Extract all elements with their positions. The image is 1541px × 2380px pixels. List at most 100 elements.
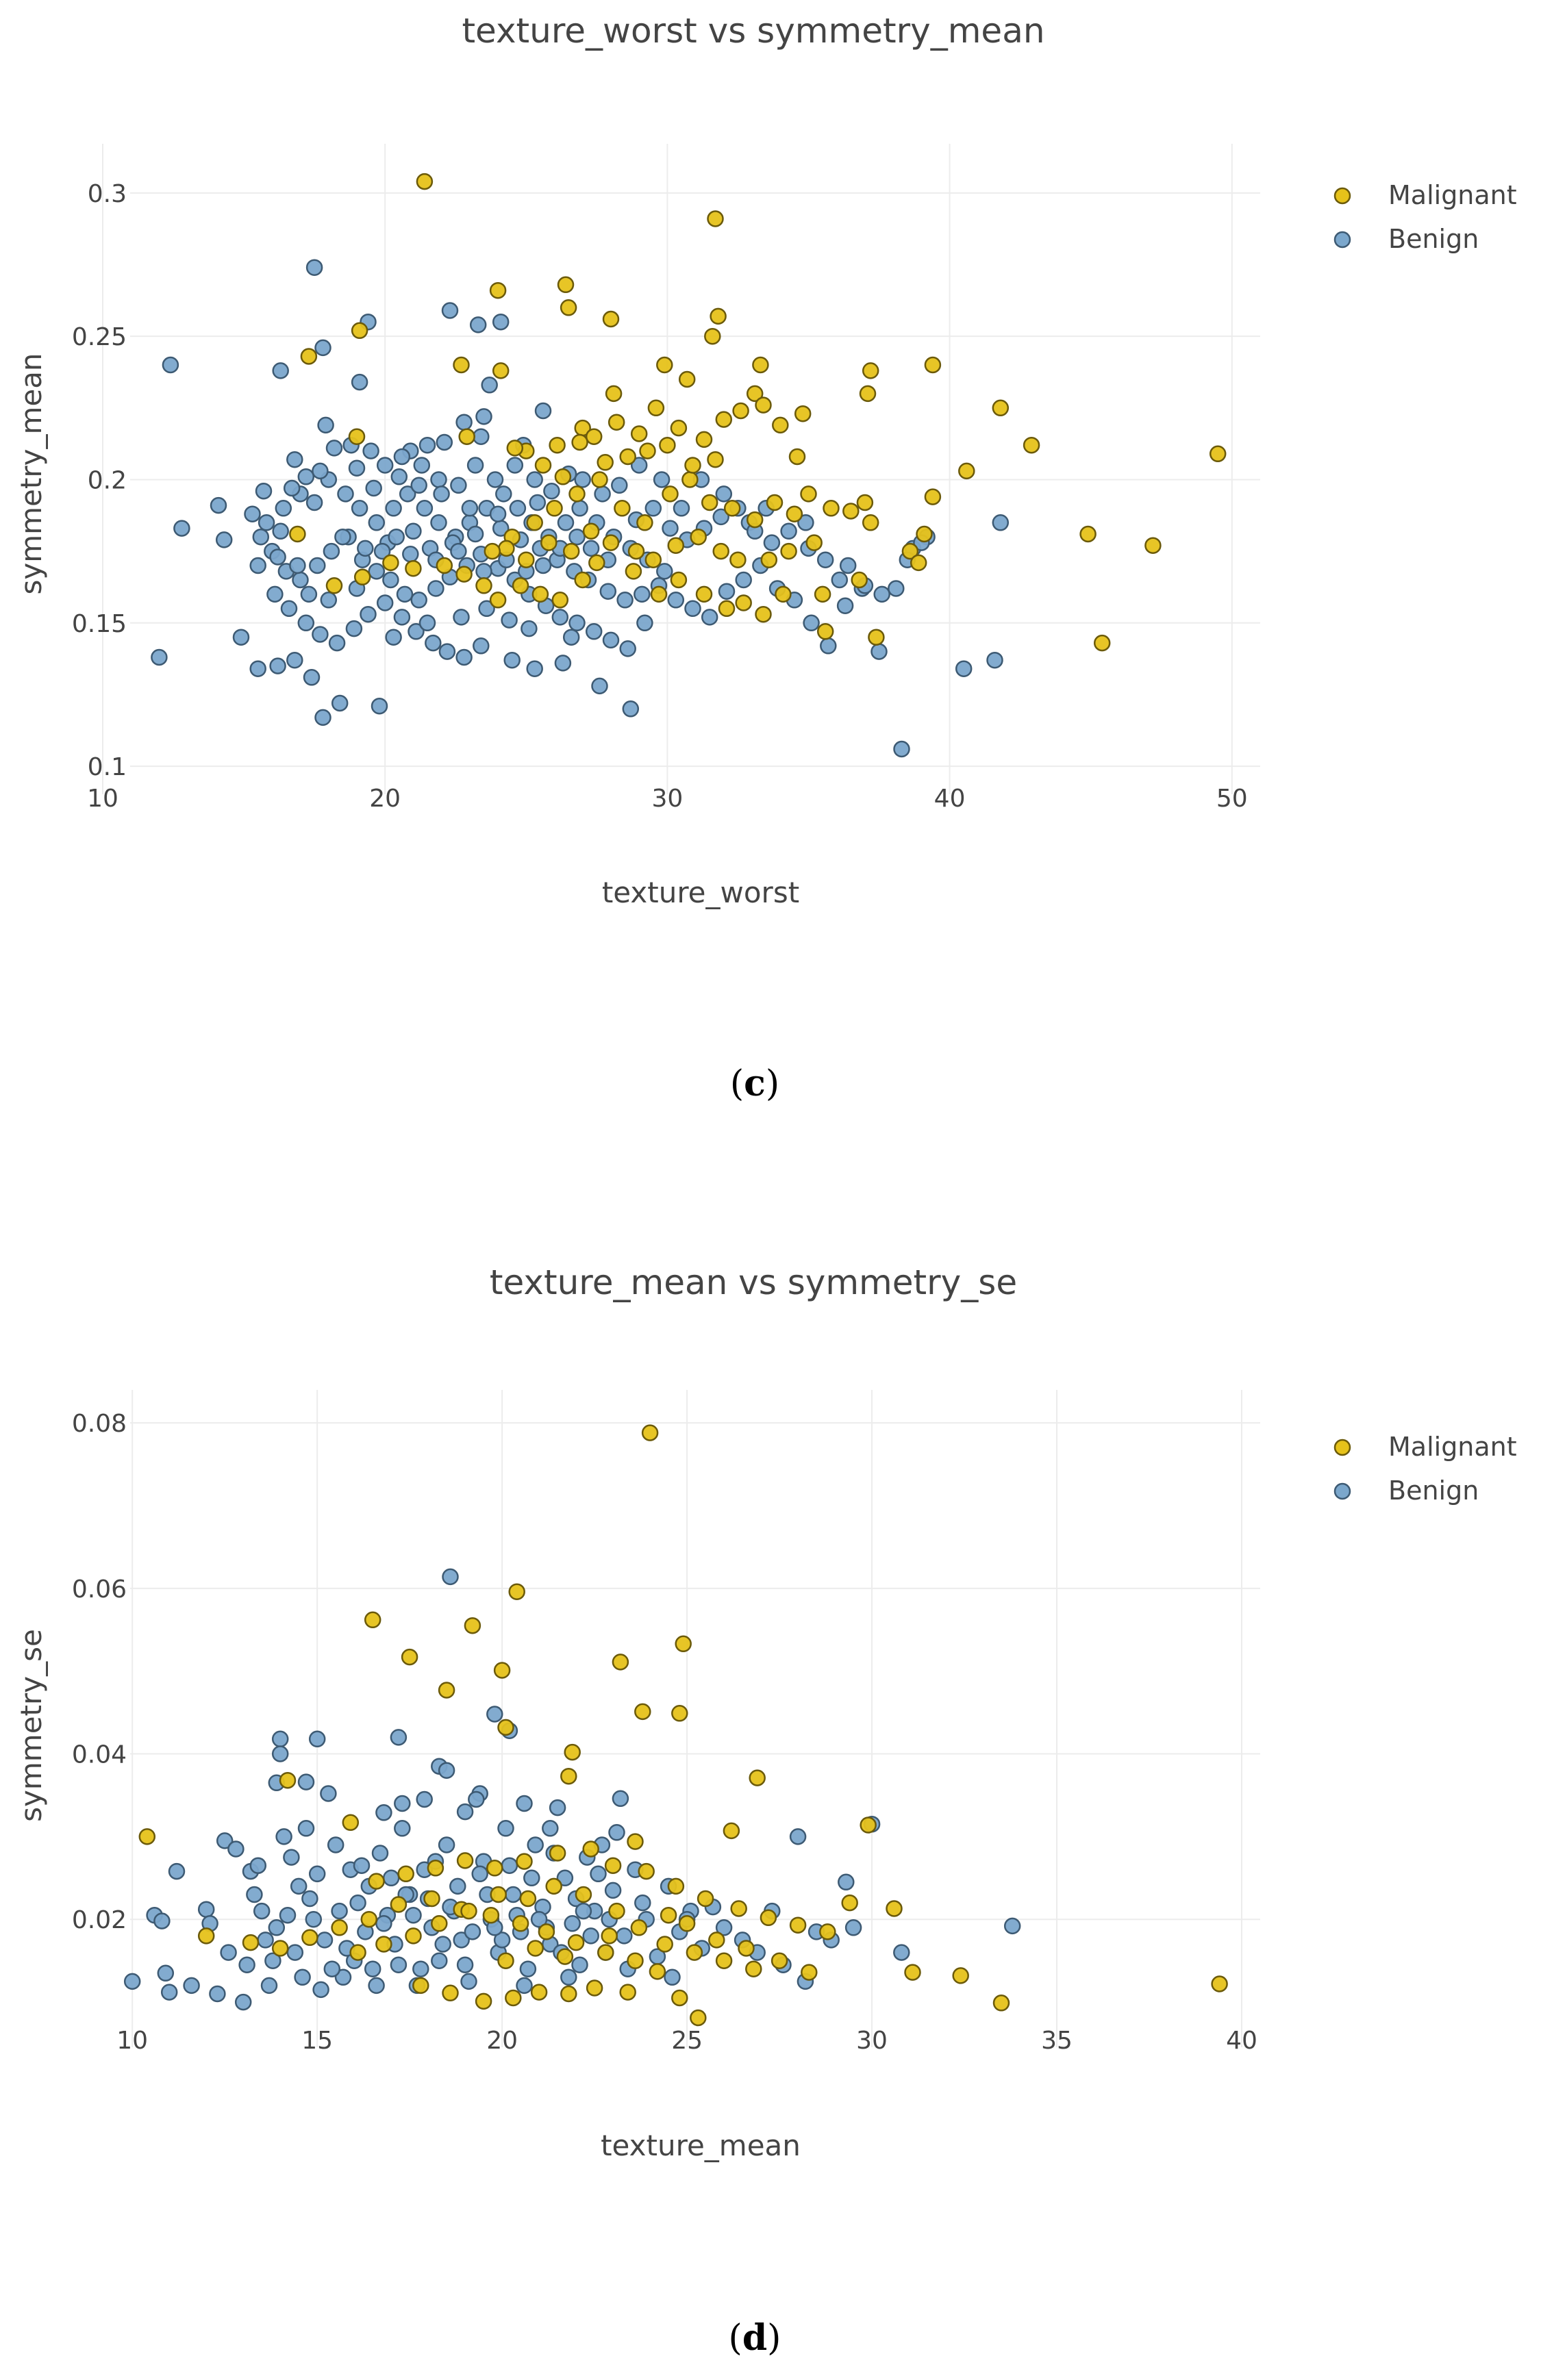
scatter-point-benign[interactable] — [418, 614, 436, 632]
scatter-point-benign[interactable] — [289, 557, 306, 574]
scatter-point-benign[interactable] — [493, 1932, 511, 1949]
scatter-point-benign[interactable] — [461, 500, 479, 517]
scatter-point-malignant[interactable] — [916, 525, 933, 543]
scatter-point-malignant[interactable] — [788, 448, 806, 466]
scatter-point-benign[interactable] — [481, 377, 498, 394]
scatter-point-benign[interactable] — [433, 485, 450, 503]
scatter-point-benign[interactable] — [320, 592, 338, 609]
scatter-point-malignant[interactable] — [823, 500, 840, 517]
scatter-point-malignant[interactable] — [608, 1902, 625, 1920]
scatter-point-malignant[interactable] — [534, 457, 552, 474]
scatter-point-malignant[interactable] — [519, 1890, 537, 1908]
scatter-point-benign[interactable] — [345, 620, 363, 637]
scatter-point-malignant[interactable] — [662, 485, 679, 503]
scatter-point-malignant[interactable] — [423, 1890, 440, 1908]
scatter-point-malignant[interactable] — [667, 537, 685, 554]
chart-c-legend[interactable]: Malignant Benign — [1333, 180, 1517, 254]
scatter-point-malignant[interactable] — [841, 1894, 858, 1912]
scatter-point-malignant[interactable] — [639, 442, 656, 459]
scatter-point-benign[interactable] — [269, 657, 286, 674]
scatter-point-benign[interactable] — [571, 500, 588, 517]
scatter-point-benign[interactable] — [157, 1964, 175, 1982]
scatter-point-malignant[interactable] — [755, 605, 772, 623]
scatter-point-malignant[interactable] — [697, 1890, 714, 1908]
scatter-point-benign[interactable] — [634, 1894, 651, 1912]
scatter-point-benign[interactable] — [249, 557, 266, 574]
scatter-point-malignant[interactable] — [619, 1984, 636, 2001]
scatter-point-benign[interactable] — [357, 540, 374, 557]
scatter-point-benign[interactable] — [495, 485, 512, 503]
scatter-point-benign[interactable] — [371, 697, 388, 715]
scatter-point-malignant[interactable] — [718, 600, 736, 618]
scatter-point-benign[interactable] — [314, 339, 331, 357]
scatter-point-benign[interactable] — [466, 457, 484, 474]
scatter-point-benign[interactable] — [549, 1799, 566, 1816]
scatter-point-malignant[interactable] — [560, 1767, 577, 1785]
scatter-point-benign[interactable] — [394, 1795, 411, 1812]
scatter-point-benign[interactable] — [249, 660, 266, 677]
scatter-point-benign[interactable] — [955, 660, 973, 677]
scatter-point-malignant[interactable] — [597, 454, 614, 471]
scatter-point-benign[interactable] — [542, 1820, 559, 1837]
scatter-point-malignant[interactable] — [701, 494, 718, 511]
scatter-point-benign[interactable] — [478, 600, 495, 618]
scatter-point-benign[interactable] — [575, 1902, 592, 1920]
scatter-point-benign[interactable] — [715, 485, 733, 503]
scatter-point-malignant[interactable] — [574, 571, 591, 589]
scatter-point-malignant[interactable] — [660, 1906, 677, 1924]
scatter-point-benign[interactable] — [442, 1568, 459, 1586]
scatter-point-malignant[interactable] — [530, 1984, 548, 2001]
scatter-point-malignant[interactable] — [508, 1583, 525, 1600]
legend-item-malignant[interactable]: Malignant — [1333, 180, 1517, 210]
scatter-point-benign[interactable] — [412, 1960, 429, 1977]
scatter-point-malignant[interactable] — [431, 1915, 448, 1932]
scatter-point-benign[interactable] — [473, 428, 490, 445]
scatter-point-malignant[interactable] — [427, 1860, 444, 1877]
scatter-point-benign[interactable] — [986, 651, 1003, 669]
scatter-point-benign[interactable] — [616, 592, 634, 609]
scatter-point-benign[interactable] — [557, 514, 575, 531]
scatter-point-malignant[interactable] — [442, 1984, 459, 2002]
scatter-point-benign[interactable] — [527, 1836, 544, 1853]
scatter-point-malignant[interactable] — [364, 1611, 381, 1629]
scatter-point-benign[interactable] — [594, 485, 611, 503]
scatter-point-benign[interactable] — [789, 1828, 807, 1845]
scatter-point-benign[interactable] — [303, 669, 321, 686]
scatter-point-benign[interactable] — [468, 1790, 485, 1808]
scatter-point-malignant[interactable] — [675, 1635, 692, 1653]
scatter-point-benign[interactable] — [272, 362, 289, 379]
scatter-point-malignant[interactable] — [582, 522, 600, 540]
scatter-point-benign[interactable] — [673, 500, 690, 517]
scatter-point-benign[interactable] — [870, 643, 888, 660]
scatter-point-benign[interactable] — [390, 468, 408, 485]
scatter-point-malignant[interactable] — [670, 419, 688, 437]
scatter-point-benign[interactable] — [375, 1915, 392, 1932]
scatter-point-malignant[interactable] — [766, 494, 784, 511]
scatter-point-benign[interactable] — [1003, 1917, 1021, 1935]
scatter-point-malignant[interactable] — [644, 551, 662, 568]
scatter-point-malignant[interactable] — [780, 542, 797, 560]
scatter-point-benign[interactable] — [684, 600, 701, 618]
scatter-point-malignant[interactable] — [567, 1934, 585, 1951]
scatter-point-benign[interactable] — [543, 482, 560, 500]
scatter-point-benign[interactable] — [323, 1960, 341, 1977]
scatter-point-benign[interactable] — [151, 648, 168, 666]
scatter-point-benign[interactable] — [173, 520, 190, 537]
scatter-point-malignant[interactable] — [851, 571, 868, 589]
scatter-point-benign[interactable] — [839, 557, 857, 574]
scatter-point-benign[interactable] — [438, 1836, 455, 1853]
scatter-point-malignant[interactable] — [649, 1963, 666, 1980]
scatter-point-malignant[interactable] — [475, 577, 492, 594]
scatter-point-malignant[interactable] — [715, 411, 733, 428]
scatter-point-malignant[interactable] — [794, 405, 812, 422]
scatter-point-malignant[interactable] — [390, 1896, 408, 1913]
scatter-point-malignant[interactable] — [585, 428, 603, 445]
scatter-point-malignant[interactable] — [710, 307, 727, 325]
scatter-point-malignant[interactable] — [279, 1771, 297, 1789]
scatter-point-benign[interactable] — [453, 609, 470, 626]
scatter-point-benign[interactable] — [836, 597, 854, 614]
scatter-point-benign[interactable] — [271, 1730, 289, 1748]
scatter-point-benign[interactable] — [286, 1944, 304, 1961]
scatter-point-malignant[interactable] — [1211, 1975, 1228, 1992]
scatter-point-benign[interactable] — [599, 583, 617, 600]
